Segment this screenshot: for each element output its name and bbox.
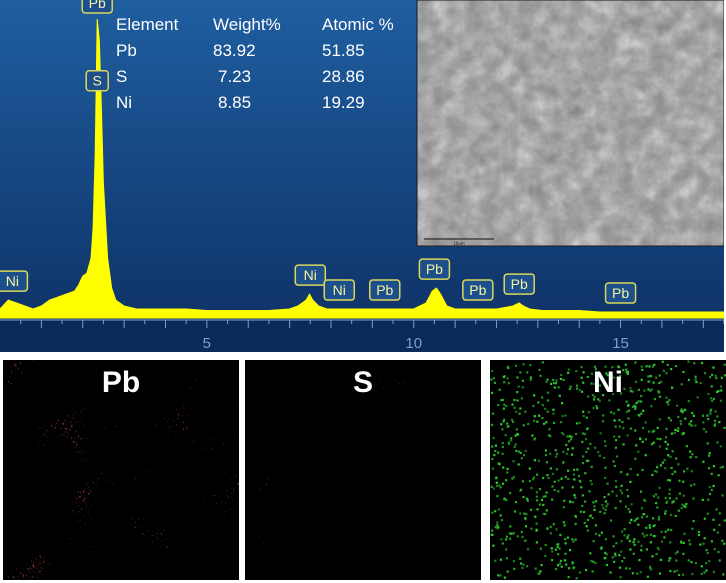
- peak-label: Pb: [503, 273, 535, 295]
- table-header-atomic: Atomic %: [322, 15, 394, 34]
- pb-map-image: [3, 360, 239, 580]
- peak-label-text: Pb: [469, 282, 486, 298]
- spectrum-chart: 5 10 15 Ni Pb S Ni Ni Pb Pb Pb Pb Pb Element Weight…: [0, 0, 725, 352]
- peak-label: Pb: [462, 279, 494, 301]
- x-tick-label: 5: [203, 335, 211, 352]
- axis-band: [0, 320, 724, 352]
- ni-map-label: Ni: [593, 366, 623, 399]
- table-cell-element: Ni: [116, 93, 132, 112]
- scale-bar-label: 10μm: [453, 241, 465, 246]
- table-header-element: Element: [116, 15, 179, 34]
- pb-map-label: Pb: [101, 366, 141, 399]
- table-cell-element: S: [116, 67, 127, 86]
- s-map-image: [245, 360, 481, 580]
- peak-label-text: Ni: [333, 282, 346, 298]
- x-tick-label: 10: [405, 335, 422, 352]
- ni-map-tile: Ni: [490, 360, 726, 580]
- table-cell-weight: 8.85: [218, 93, 251, 112]
- spectrum-series: [0, 18, 725, 319]
- peak-label-text: Pb: [612, 285, 629, 301]
- table-cell-atomic: 51.85: [322, 41, 365, 60]
- table-cell-element: Pb: [116, 41, 137, 60]
- element-maps-row: Pb S Ni: [0, 360, 726, 583]
- peak-label: S: [85, 69, 109, 92]
- peak-label: Pb: [369, 279, 401, 301]
- table-cell-weight: 7.23: [218, 67, 251, 86]
- peak-label-text: Pb: [511, 276, 528, 292]
- sem-micrograph: 10μm: [416, 0, 725, 247]
- peak-label-text: Ni: [304, 267, 317, 283]
- s-map-tile: S: [245, 360, 481, 580]
- s-map-label: S: [352, 366, 373, 399]
- table-cell-atomic: 19.29: [322, 93, 365, 112]
- peak-label: Ni: [294, 264, 327, 286]
- table-cell-weight: 83.92: [213, 41, 256, 60]
- table-header-weight: Weight%: [213, 15, 281, 34]
- peak-label-text: Pb: [376, 282, 393, 298]
- composition-table: Element Weight% Atomic % Pb 83.92 51.85 …: [116, 15, 394, 112]
- peak-label: Ni: [323, 279, 355, 301]
- peak-label: Pb: [418, 258, 451, 280]
- pb-map-tile: Pb: [3, 360, 239, 580]
- peak-label-text: Ni: [6, 273, 19, 289]
- x-tick-label: 15: [612, 335, 629, 352]
- peak-label: Pb: [604, 282, 637, 304]
- peak-label-text: Pb: [426, 261, 443, 277]
- peak-label: Ni: [0, 270, 29, 292]
- eds-spectrum-panel: 5 10 15 Ni Pb S Ni Ni Pb Pb Pb Pb Pb Element Weight…: [0, 0, 725, 352]
- table-cell-atomic: 28.86: [322, 67, 365, 86]
- peak-label-text: S: [93, 73, 102, 89]
- peak-label: Pb: [81, 0, 113, 14]
- ni-map-image: [490, 360, 726, 580]
- peak-label-text: Pb: [89, 0, 106, 11]
